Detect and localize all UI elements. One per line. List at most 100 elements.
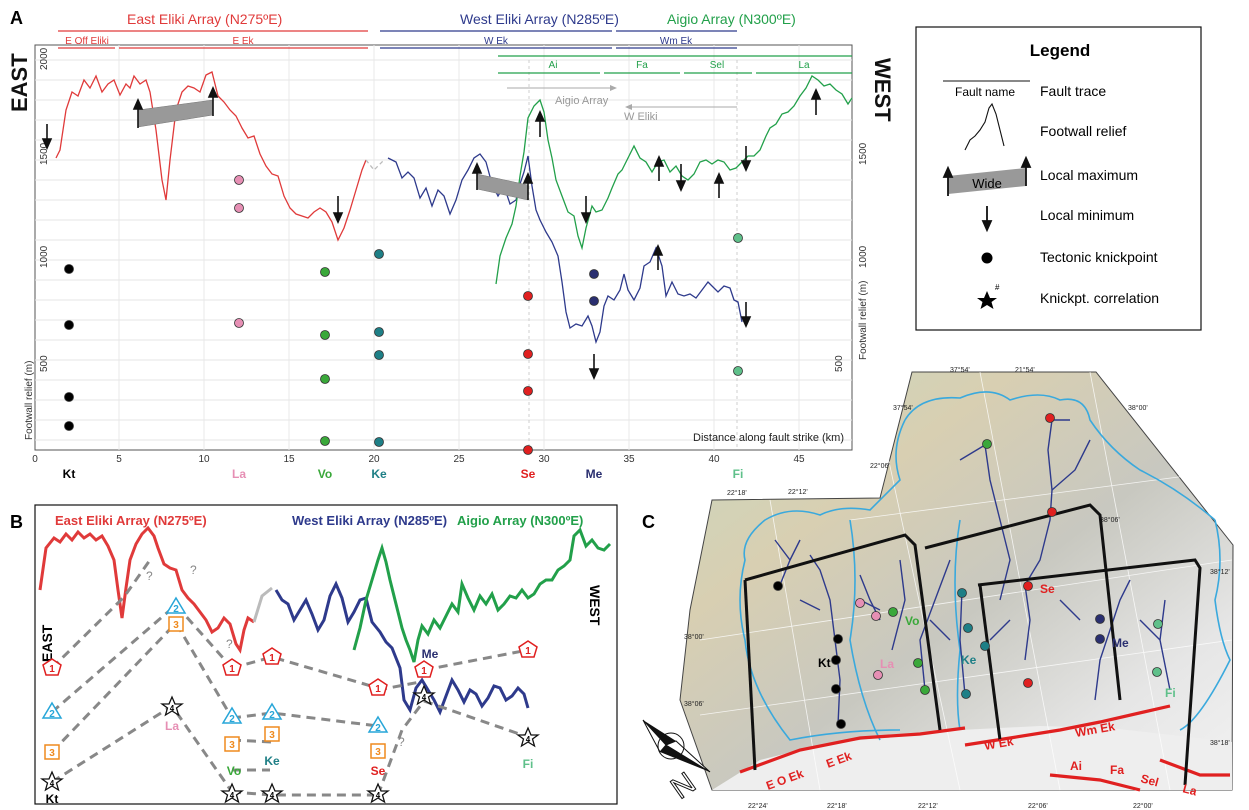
- panel-a-knick-guides: [528, 60, 738, 450]
- aigio-array-label: Aigio Array (N300ºE): [667, 11, 796, 27]
- svg-text:4: 4: [526, 735, 531, 744]
- panel-a-hgrid: [35, 59, 852, 441]
- legend-max-arrows: [942, 155, 1032, 196]
- svg-text:Fa: Fa: [1110, 763, 1124, 777]
- svg-text:2: 2: [173, 604, 179, 615]
- panel-b-star-numbers: 4 4 4 4 4 4 4: [50, 693, 531, 800]
- map-grid: [699, 371, 1233, 791]
- svg-text:22°12': 22°12': [918, 802, 938, 810]
- svg-text:3: 3: [229, 740, 235, 751]
- svg-text:22°06': 22°06': [1028, 802, 1048, 810]
- panel-a-east-label: EAST: [7, 53, 32, 112]
- panel-b-labels: Kt La Vo Ke Se Me Fi: [46, 647, 534, 806]
- legend-item-tectonic-knickpoint: Tectonic knickpoint: [1040, 249, 1158, 265]
- map-rivers: [774, 419, 1171, 726]
- panel-b: B East Eliki Array (N275ºE) West Eliki A…: [10, 504, 618, 806]
- svg-text:40: 40: [708, 454, 720, 465]
- panel-b-east-label: EAST: [39, 624, 55, 662]
- panel-a-west-label: WEST: [870, 58, 895, 122]
- panel-b-east-array: East Eliki Array (N275ºE): [55, 513, 207, 528]
- svg-text:1000: 1000: [39, 245, 50, 268]
- svg-text:38°18': 38°18': [1210, 739, 1230, 747]
- svg-text:Me: Me: [1112, 636, 1129, 650]
- svg-text:4: 4: [270, 791, 275, 800]
- panel-b-west-curve: [274, 580, 530, 716]
- svg-text:W Ek: W Ek: [983, 734, 1015, 753]
- svg-text:1: 1: [229, 664, 235, 675]
- svg-text:15: 15: [283, 454, 295, 465]
- svg-text:E Ek: E Ek: [232, 36, 254, 47]
- svg-text:Fi: Fi: [1165, 686, 1176, 700]
- svg-text:4: 4: [376, 791, 381, 800]
- svg-text:La: La: [798, 60, 810, 71]
- svg-text:Wm Ek: Wm Ek: [1074, 719, 1116, 740]
- svg-text:Se: Se: [371, 764, 386, 778]
- svg-text:3: 3: [269, 730, 275, 741]
- svg-text:10: 10: [198, 454, 210, 465]
- map-watershed-boundaries: [739, 391, 1231, 741]
- svg-text:38°00': 38°00': [684, 633, 704, 641]
- legend-wide-box: [948, 168, 1026, 194]
- map-fault-traces: [739, 704, 1230, 792]
- svg-text:1: 1: [375, 684, 381, 695]
- svg-text:2: 2: [49, 709, 55, 720]
- y-axis-label-right: Footwall relief (m): [858, 281, 869, 360]
- panel-b-aigio-curve: [352, 527, 612, 663]
- segment-labels: E Off Eliki E Ek W Ek Wm Ek Ai Fa Sel La: [65, 36, 810, 71]
- panel-c: C: [642, 366, 1234, 810]
- svg-text:37°54': 37°54': [950, 366, 970, 374]
- svg-text:Kt: Kt: [63, 467, 76, 481]
- legend-relief-icon: [964, 102, 1005, 151]
- svg-text:22°12': 22°12': [788, 488, 808, 496]
- panel-b-squares: [44, 616, 386, 760]
- panel-b-west-label: WEST: [587, 585, 603, 626]
- legend-title: Legend: [1030, 41, 1090, 60]
- panel-b-pentagon-numbers: 1 1 1 1 1 1: [49, 646, 531, 695]
- svg-text:4: 4: [230, 791, 235, 800]
- svg-text:1500: 1500: [39, 142, 50, 165]
- map-coordinates: 37°54' 21°54' 37°54' 38°00' 22°06' 22°18…: [684, 366, 1230, 810]
- legend: Legend Fault name Fault trace Footwall r…: [915, 26, 1202, 331]
- svg-text:E Off Eliki: E Off Eliki: [65, 36, 109, 47]
- svg-text:2000: 2000: [39, 47, 50, 70]
- svg-text:1000: 1000: [858, 245, 869, 268]
- svg-text:22°00': 22°00': [1133, 802, 1153, 810]
- legend-item-knickpoint-correlation: Knickpt. correlation: [1040, 290, 1159, 306]
- panel-b-stars: [40, 684, 540, 804]
- svg-text:4: 4: [170, 704, 175, 713]
- map-knickpoints: [773, 413, 1163, 729]
- legend-min-arrow: [981, 206, 993, 233]
- west-eliki-array-label: West Eliki Array (N285ºE): [460, 11, 619, 27]
- svg-text:Ke: Ke: [371, 467, 387, 481]
- east-eliki-array-label: East Eliki Array (N275ºE): [127, 11, 282, 27]
- svg-text:Ke: Ke: [961, 653, 977, 667]
- svg-text:500: 500: [834, 355, 845, 372]
- map-catchment-labels: Kt La Vo Ke Se Me Fi: [818, 582, 1176, 700]
- svg-text:Se: Se: [521, 467, 536, 481]
- w-eliki-annotation: W Eliki: [624, 111, 658, 123]
- panel-b-triangle-numbers: 2 2 2 2 2: [49, 604, 381, 734]
- svg-text:5: 5: [116, 454, 122, 465]
- panel-b-pentagons: [42, 640, 538, 696]
- svg-text:?: ?: [226, 637, 233, 651]
- legend-fault-name: Fault name: [955, 85, 1015, 99]
- y-axis-label-left: Footwall relief (m): [24, 361, 35, 440]
- svg-text:W Ek: W Ek: [484, 36, 509, 47]
- local-maximum-arrows: [132, 86, 822, 270]
- panel-a-frame: [34, 44, 853, 451]
- svg-text:0: 0: [32, 454, 38, 465]
- panel-c-letter: C: [642, 512, 655, 532]
- panel-b-east-curve: [38, 525, 255, 654]
- svg-text:45: 45: [793, 454, 805, 465]
- svg-text:2: 2: [269, 710, 275, 721]
- legend-knickpoint-icon: [981, 252, 993, 264]
- legend-item-fault-trace: Fault trace: [1040, 83, 1106, 99]
- panel-a-xticks: 0 5 10 15 20 25 30 35 40 45: [32, 454, 805, 465]
- svg-text:1: 1: [269, 653, 275, 664]
- legend-star-icon: [977, 291, 997, 309]
- legend-item-footwall-relief: Footwall relief: [1040, 123, 1126, 139]
- svg-text:1: 1: [49, 664, 55, 675]
- legend-star-mark: #: [995, 283, 1000, 292]
- svg-text:38°06': 38°06': [1100, 516, 1120, 524]
- svg-text:1500: 1500: [858, 142, 869, 165]
